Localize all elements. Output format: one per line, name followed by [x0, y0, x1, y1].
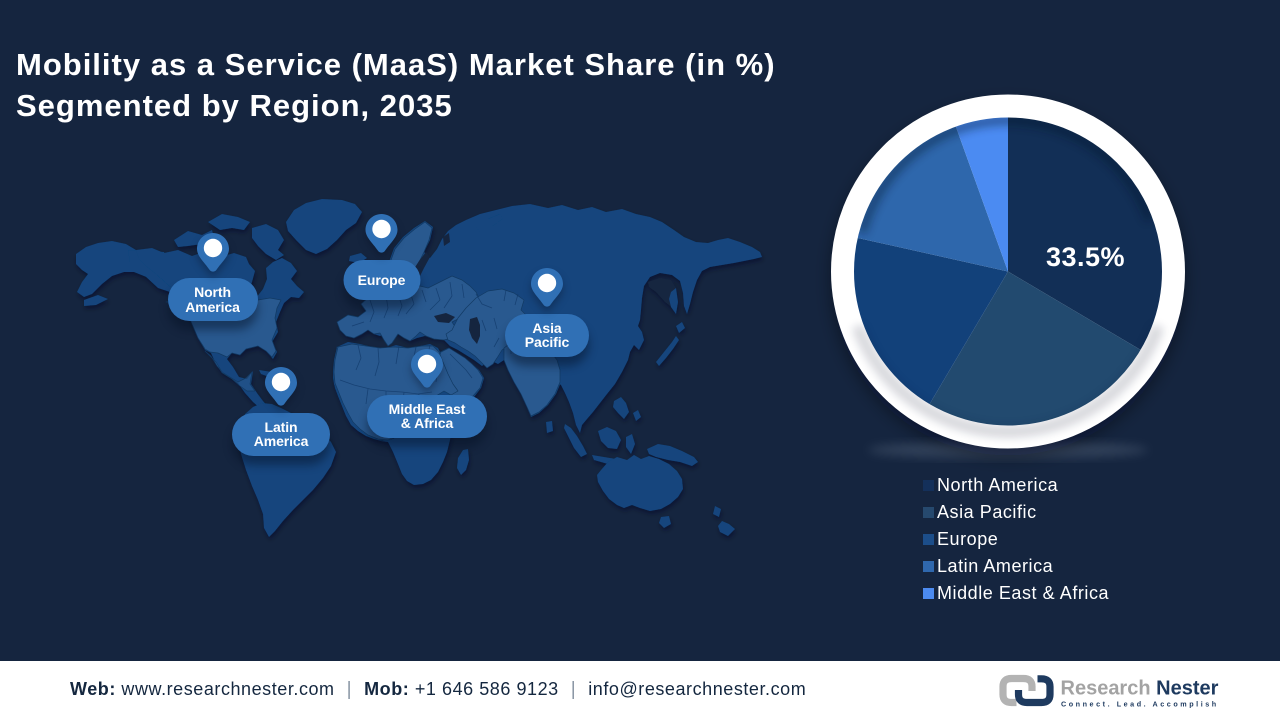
- svg-text:Research Nester: Research Nester: [1061, 678, 1219, 700]
- svg-text:Connect. Lead. Accomplish: Connect. Lead. Accomplish: [1061, 700, 1219, 709]
